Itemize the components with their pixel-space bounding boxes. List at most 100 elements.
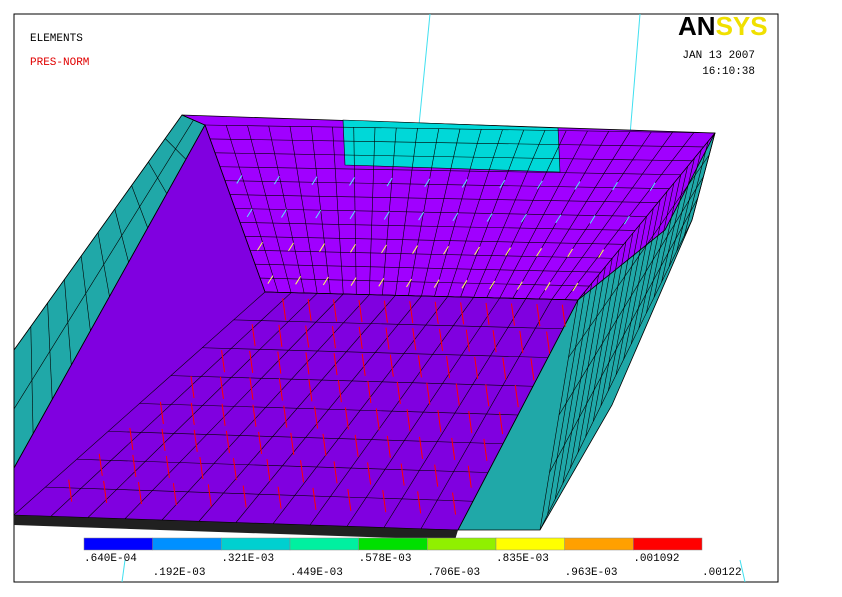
arrow bbox=[278, 378, 283, 401]
arrow bbox=[266, 459, 271, 482]
arrow bbox=[311, 176, 318, 186]
mesh-line bbox=[661, 166, 688, 283]
mesh-line bbox=[554, 283, 592, 500]
arrow bbox=[424, 178, 431, 188]
arrow bbox=[172, 483, 177, 506]
arrow bbox=[383, 300, 388, 323]
arrow bbox=[295, 276, 302, 285]
bottom-edge bbox=[14, 515, 458, 540]
arrow bbox=[536, 304, 541, 327]
arrow bbox=[510, 303, 515, 326]
logo-right: SYS bbox=[716, 11, 768, 41]
arrow bbox=[354, 434, 359, 457]
arrow bbox=[502, 357, 507, 380]
mesh-line bbox=[170, 375, 534, 387]
arrow bbox=[132, 454, 137, 477]
arrow bbox=[258, 431, 263, 454]
model bbox=[14, 14, 746, 582]
arrow bbox=[281, 209, 287, 218]
legend-label: .00122 bbox=[702, 567, 742, 579]
arrow bbox=[468, 411, 473, 434]
arrow bbox=[536, 180, 543, 190]
arrow bbox=[521, 213, 527, 223]
arrow bbox=[519, 330, 524, 353]
arrow bbox=[536, 247, 543, 257]
arrow bbox=[492, 330, 497, 353]
mesh-line bbox=[608, 224, 640, 391]
arrow bbox=[159, 401, 164, 425]
arrow bbox=[277, 486, 282, 509]
arrow bbox=[406, 278, 412, 288]
mesh-line bbox=[646, 183, 675, 314]
legend-label: .835E-03 bbox=[496, 553, 549, 565]
legend: .640E-04 .192E-03 .321E-03 .449E-03 .578E-03… bbox=[83, 537, 742, 579]
legend-label: .578E-03 bbox=[359, 553, 412, 565]
pressure-arrows bbox=[68, 175, 656, 515]
mesh-line bbox=[684, 141, 709, 236]
legend-label: .706E-03 bbox=[427, 567, 480, 579]
mesh-line bbox=[97, 232, 110, 297]
arrow bbox=[307, 298, 312, 321]
arrow bbox=[358, 299, 363, 323]
arrow bbox=[333, 353, 338, 376]
arrow bbox=[347, 488, 352, 512]
arrow bbox=[396, 381, 401, 404]
mesh-line bbox=[139, 403, 519, 416]
arrow bbox=[486, 213, 493, 222]
mode-label: ELEMENTS bbox=[30, 33, 83, 45]
arrow bbox=[474, 356, 479, 379]
arrow bbox=[386, 177, 393, 187]
arrow bbox=[561, 304, 566, 327]
arrow bbox=[273, 175, 280, 185]
arrow bbox=[350, 243, 356, 253]
arrow bbox=[349, 210, 356, 220]
arrow bbox=[333, 461, 338, 484]
arrow bbox=[129, 427, 134, 450]
arrow bbox=[331, 326, 336, 349]
legend-label: .192E-03 bbox=[153, 567, 206, 579]
mesh-line bbox=[224, 180, 670, 189]
mesh-line bbox=[76, 458, 489, 473]
arrow bbox=[419, 436, 424, 459]
arrow bbox=[443, 245, 449, 255]
arrow bbox=[461, 179, 468, 188]
arrow bbox=[375, 408, 380, 431]
mesh-line bbox=[80, 255, 91, 331]
arrow bbox=[288, 242, 294, 252]
arrow bbox=[446, 356, 451, 379]
quantity-label: PRES-NORM bbox=[30, 57, 89, 69]
arrow bbox=[623, 215, 630, 225]
mesh-line bbox=[234, 208, 647, 217]
legend-label: .321E-03 bbox=[221, 553, 274, 565]
mesh-line bbox=[249, 249, 613, 259]
legend-swatch bbox=[495, 537, 565, 551]
mesh-line bbox=[45, 486, 474, 502]
legend-label: .449E-03 bbox=[290, 567, 343, 579]
arrow bbox=[251, 324, 256, 347]
arrow bbox=[417, 491, 422, 514]
arrow bbox=[305, 352, 310, 375]
arrow bbox=[572, 282, 579, 292]
arrow bbox=[103, 480, 108, 503]
mesh-line bbox=[547, 291, 586, 515]
mesh-line bbox=[14, 514, 459, 531]
arrow bbox=[322, 276, 329, 286]
arrow bbox=[367, 380, 372, 404]
arrow bbox=[434, 464, 439, 487]
arrow bbox=[246, 208, 253, 218]
mesh-line bbox=[214, 152, 693, 162]
axis-line bbox=[417, 14, 431, 136]
logo-left: AN bbox=[678, 11, 716, 41]
arrow bbox=[300, 460, 305, 483]
arrow bbox=[221, 403, 226, 426]
arrow bbox=[337, 380, 342, 403]
mesh-line bbox=[239, 222, 636, 231]
arrow bbox=[315, 209, 322, 219]
arrow bbox=[516, 281, 523, 290]
arrow bbox=[314, 406, 319, 429]
mesh-line bbox=[653, 174, 682, 298]
arrow bbox=[452, 212, 459, 222]
mesh-line bbox=[114, 208, 129, 263]
